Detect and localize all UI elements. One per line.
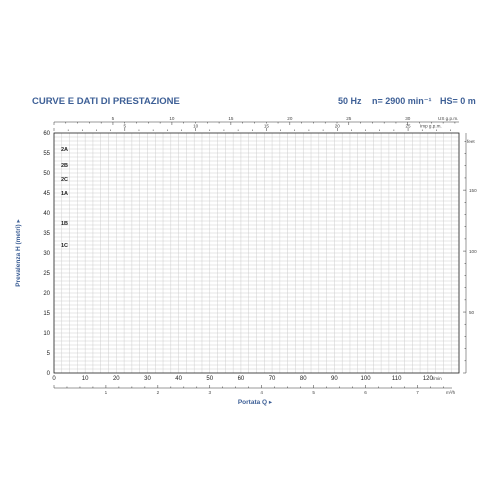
chart-title: CURVE E DATI DI PRESTAZIONE [32, 96, 180, 107]
x-tick-label: 100 [361, 376, 372, 382]
x-tick-label: 120 [423, 376, 434, 382]
speed-label: n= 2900 min⁻¹ [372, 96, 432, 106]
m3h-tick-label: 3 [208, 390, 211, 395]
us-gpm-tick-label: 20 [287, 116, 293, 121]
y-tick-label: 10 [43, 331, 50, 337]
y-tick-label: 40 [43, 211, 50, 217]
y-tick-label: 50 [43, 171, 50, 177]
y-tick-label: 55 [43, 151, 50, 157]
plot-frame [53, 132, 460, 374]
m3h-tick-label: 5 [312, 390, 315, 395]
m3h-tick-label: 2 [157, 390, 160, 395]
chart-grid [53, 132, 460, 374]
series-label-1b: 1B [61, 221, 68, 227]
feet-unit-label: feet [467, 139, 475, 144]
feet-tick-label: 100 [469, 249, 477, 254]
y-tick-label: 20 [43, 291, 50, 297]
m3h-tick-label: 4 [260, 390, 263, 395]
us-gpm-tick-label: 10 [169, 116, 175, 121]
y-tick-label: 35 [43, 231, 50, 237]
frequency-label: 50 Hz [338, 96, 362, 106]
x-tick-label: 0 [52, 376, 56, 382]
imp-gpm-tick-label: 5 [124, 124, 127, 129]
imp-gpm-tick-label: 10 [193, 124, 199, 129]
us-gpm-tick-label: 25 [346, 116, 352, 121]
m3h-tick-label: 6 [364, 390, 367, 395]
x-tick-label: 40 [175, 376, 182, 382]
m3h-tick-label: 7 [416, 390, 419, 395]
imp-gpm-unit-label: Imp g.p.m. [420, 124, 442, 129]
imp-gpm-tick-label: 15 [264, 124, 270, 129]
x-axis-title: Portata Q ▸ [238, 399, 273, 406]
x-tick-label: 60 [238, 376, 245, 382]
x-tick-label: 90 [331, 376, 338, 382]
m3h-tick-label: 1 [105, 390, 108, 395]
us-gpm-tick-label: 30 [405, 116, 411, 121]
series-layer: 2A 2B 2C 1A 1B 1C [61, 147, 68, 249]
x-unit-label: l/min [432, 376, 442, 381]
y-tick-label: 5 [47, 351, 51, 357]
us-gpm-tick-label: 5 [112, 116, 115, 121]
suction-label: HS= 0 m [440, 96, 476, 106]
feet-tick-label: 150 [469, 188, 477, 193]
x-tick-label: 70 [269, 376, 276, 382]
series-label-1c: 1C [61, 243, 68, 249]
x-tick-label: 10 [82, 376, 89, 382]
us-gpm-unit-label: US g.p.m. [438, 116, 458, 121]
x-tick-label: 80 [300, 376, 307, 382]
series-label-1a: 1A [61, 191, 68, 197]
us-gpm-tick-label: 15 [228, 116, 234, 121]
x-tick-label: 30 [144, 376, 151, 382]
imp-gpm-tick-label: 25 [406, 124, 412, 129]
y-axis-title: Prevalenza H (metri) ▸ [15, 218, 22, 286]
feet-tick-label: 50 [469, 310, 475, 315]
y-tick-label: 0 [47, 371, 51, 377]
y-tick-label: 45 [43, 191, 50, 197]
m3h-unit-label: m³/h [446, 390, 456, 395]
x-tick-label: 20 [113, 376, 120, 382]
series-label-2b: 2B [61, 163, 68, 169]
y-tick-label: 25 [43, 271, 50, 277]
chart-axes: 0 10 20 30 40 50 60 70 80 90 100 110 120 l/min0510152… [15, 116, 477, 406]
y-tick-label: 15 [43, 311, 50, 317]
y-tick-label: 30 [43, 251, 50, 257]
x-tick-label: 50 [206, 376, 213, 382]
series-label-2c: 2C [61, 177, 68, 183]
imp-gpm-tick-label: 20 [335, 124, 341, 129]
y-tick-label: 60 [43, 131, 50, 137]
x-tick-label: 110 [392, 376, 402, 382]
series-label-2a: 2A [61, 147, 68, 153]
